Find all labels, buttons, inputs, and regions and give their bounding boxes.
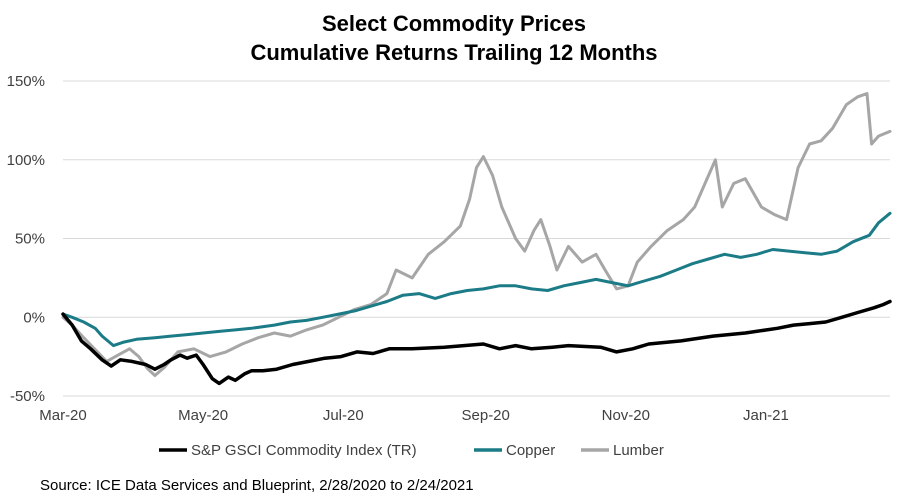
chart-title-line2: Cumulative Returns Trailing 12 Months: [250, 40, 657, 65]
chart-title-line1: Select Commodity Prices: [322, 11, 586, 36]
y-tick-label: 100%: [7, 152, 45, 169]
source-note: Source: ICE Data Services and Blueprint,…: [40, 477, 474, 494]
x-tick-label: Jul-20: [323, 407, 364, 424]
x-tick-label: May-20: [178, 407, 228, 424]
x-tick-label: Jan-21: [743, 407, 789, 424]
x-tick-label: Nov-20: [602, 407, 650, 424]
legend-label: Lumber: [613, 442, 664, 459]
x-axis: Mar-20 May-20 Jul-20 Sep-20 Nov-20 Jan-21: [39, 395, 890, 424]
x-tick-label: Mar-20: [39, 407, 87, 424]
y-tick-label: 150%: [7, 73, 45, 90]
legend-item: Lumber: [581, 442, 664, 459]
series-lines: [61, 92, 892, 386]
legend-label: Copper: [506, 442, 555, 459]
series-line-lumber: [61, 92, 892, 377]
series-line-s-p-gsci-commodity-index-tr: [61, 299, 892, 386]
legend-item: Copper: [474, 442, 555, 459]
legend: S&P GSCI Commodity Index (TR) Copper Lumbe…: [159, 442, 664, 459]
series-line-copper: [61, 211, 892, 348]
y-axis: 150% 100% 50% 0% -50%: [7, 73, 45, 405]
legend-item: S&P GSCI Commodity Index (TR): [159, 442, 417, 459]
y-tick-label: 50%: [15, 231, 45, 248]
y-tick-label: -50%: [10, 388, 45, 405]
y-tick-label: 0%: [23, 309, 45, 326]
x-tick-label: Sep-20: [462, 407, 510, 424]
legend-label: S&P GSCI Commodity Index (TR): [191, 442, 417, 459]
